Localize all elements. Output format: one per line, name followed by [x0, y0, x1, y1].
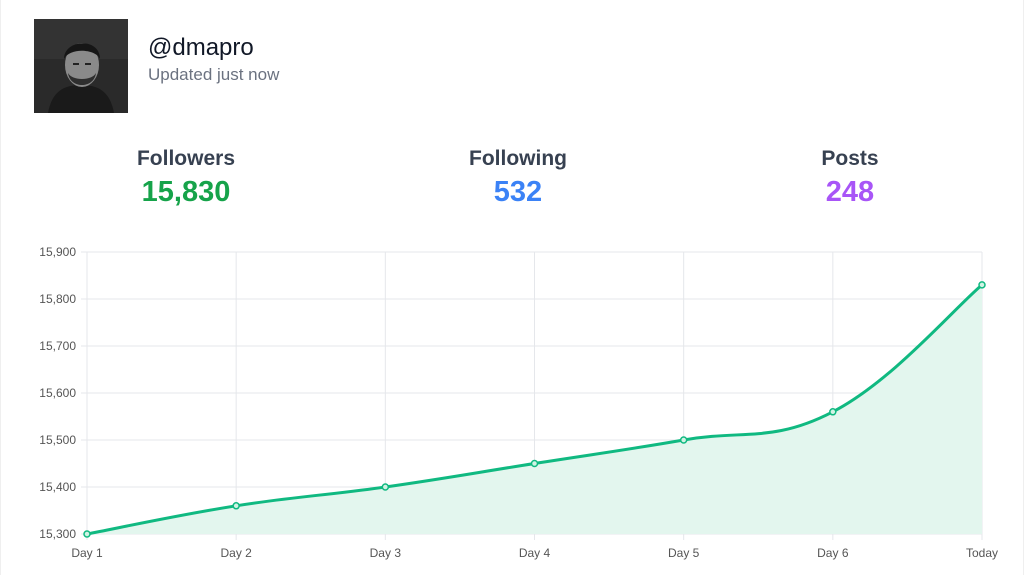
avatar-portrait-icon — [34, 19, 128, 113]
y-tick-label: 15,700 — [39, 339, 76, 353]
data-point — [381, 483, 390, 491]
updated-status: Updated just now — [148, 65, 280, 84]
stat-following: Following 532 — [398, 146, 638, 212]
area-fill — [87, 284, 982, 534]
stat-label: Following — [469, 147, 567, 170]
x-tick-label: Day 3 — [370, 546, 402, 560]
stat-value: 248 — [825, 176, 875, 208]
stat-value: 532 — [493, 176, 543, 208]
stats-row: Followers 15,830 Following 532 Posts 248 — [1, 146, 1024, 216]
data-point — [530, 459, 539, 468]
followers-chart: 15,300 15,400 15,500 15,600 15,700 15,800 15,9… — [39, 245, 998, 560]
data-point — [83, 530, 91, 538]
x-tick-label: Day 5 — [668, 546, 700, 560]
data-point — [679, 436, 688, 444]
stat-label: Posts — [821, 147, 879, 170]
stat-value: 15,830 — [141, 176, 231, 208]
x-tick-label: Day 4 — [519, 546, 551, 560]
stat-posts: Posts 248 — [730, 146, 970, 212]
stat-label: Followers — [136, 147, 236, 170]
data-point — [232, 502, 240, 510]
avatar[interactable] — [34, 19, 128, 113]
y-tick-label: 15,300 — [39, 527, 76, 541]
y-tick-label: 15,800 — [39, 292, 76, 306]
y-tick-label: 15,500 — [39, 433, 76, 447]
x-tick-label: Day 1 — [71, 546, 103, 560]
x-tick-label: Day 6 — [817, 546, 849, 560]
y-tick-label: 15,900 — [39, 245, 76, 259]
profile-header: @dmapro Updated just now — [34, 19, 279, 113]
followers-chart-container: 15,300 15,400 15,500 15,600 15,700 15,800 15,9… — [1, 238, 1024, 568]
x-tick-label: Today — [966, 546, 998, 560]
y-tick-label: 15,600 — [39, 386, 76, 400]
y-tick-label: 15,400 — [39, 480, 76, 494]
username: @dmapro — [148, 34, 254, 61]
data-point — [829, 408, 837, 416]
data-point — [978, 281, 986, 289]
stat-followers: Followers 15,830 — [66, 146, 306, 212]
x-tick-label: Day 2 — [220, 546, 252, 560]
profile-text: @dmapro Updated just now — [148, 33, 279, 87]
